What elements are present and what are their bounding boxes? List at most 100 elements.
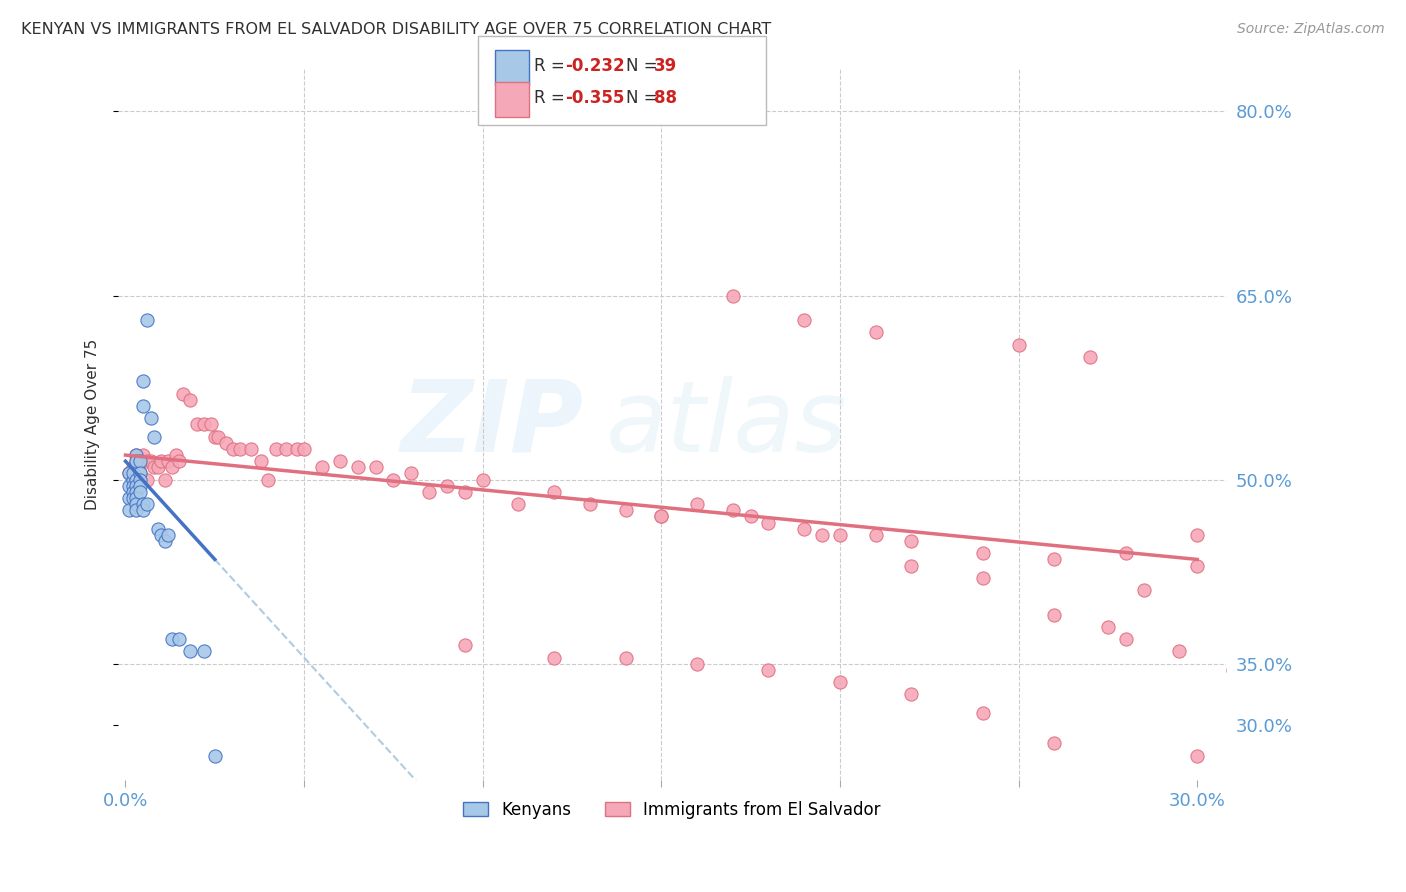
Point [153,473,176,487]
Point [1185,748,1208,763]
Point [136,454,159,468]
Point [128,467,150,481]
Point [125,473,148,487]
Text: KENYAN VS IMMIGRANTS FROM EL SALVADOR DISABILITY AGE OVER 75 CORRELATION CHART: KENYAN VS IMMIGRANTS FROM EL SALVADOR DI… [21,22,772,37]
Point [193,417,215,432]
Point [418,484,440,499]
Text: 88: 88 [654,88,676,107]
Point [740,509,762,524]
Point [1097,620,1119,634]
Point [686,657,709,671]
Point [172,386,194,401]
Point [150,454,173,468]
Point [1115,546,1137,560]
Point [125,479,148,493]
Text: R =: R = [534,88,571,107]
Point [311,460,333,475]
Point [436,479,458,493]
Point [146,522,169,536]
Point [186,417,208,432]
Point [121,491,143,505]
Point [276,442,298,456]
Point [128,454,150,468]
Point [160,632,183,647]
Point [1078,350,1101,364]
Point [125,484,148,499]
Point [865,528,887,542]
Point [179,644,201,658]
Point [329,454,352,468]
Point [125,448,148,462]
Point [157,454,180,468]
Point [121,479,143,493]
Point [454,484,477,499]
Point [1168,644,1191,658]
Point [264,442,287,456]
Point [128,479,150,493]
Point [900,533,922,548]
Text: ZIP: ZIP [401,376,583,473]
Point [128,484,150,499]
Point [143,460,166,475]
Point [139,411,162,425]
Point [125,503,148,517]
Point [136,473,159,487]
Point [1222,663,1244,677]
Point [1043,552,1066,566]
Point [508,497,530,511]
Point [900,687,922,701]
Point [221,442,243,456]
Point [865,326,887,340]
Point [972,571,994,585]
Point [471,473,494,487]
Point [401,467,423,481]
Point [579,497,602,511]
Point [793,313,815,327]
Point [285,442,308,456]
Point [1043,607,1066,622]
Point [828,528,851,542]
Point [132,375,155,389]
Point [157,528,180,542]
Point [160,460,183,475]
Point [686,497,709,511]
Point [128,454,150,468]
Point [758,663,780,677]
Point [454,638,477,652]
Point [125,454,148,468]
Text: R =: R = [534,56,571,75]
Point [193,644,215,658]
Point [758,516,780,530]
Point [167,454,190,468]
Point [543,650,565,665]
Point [204,748,226,763]
Point [364,460,387,475]
Point [972,706,994,720]
Point [146,460,169,475]
Text: atlas: atlas [606,376,848,473]
Point [1185,528,1208,542]
Text: Source: ZipAtlas.com: Source: ZipAtlas.com [1237,22,1385,37]
Point [650,509,672,524]
Point [543,484,565,499]
Point [828,675,851,690]
Point [118,467,141,481]
Point [121,460,143,475]
Point [204,430,226,444]
Point [136,313,159,327]
Point [118,479,141,493]
Point [125,491,148,505]
Point [1132,583,1154,598]
Point [132,497,155,511]
Point [139,454,162,468]
Point [972,546,994,560]
Point [121,484,143,499]
Point [900,558,922,573]
Point [257,473,280,487]
Point [1043,737,1066,751]
Point [1185,558,1208,573]
Point [614,503,637,517]
Point [125,454,148,468]
Point [721,503,744,517]
Point [153,533,176,548]
